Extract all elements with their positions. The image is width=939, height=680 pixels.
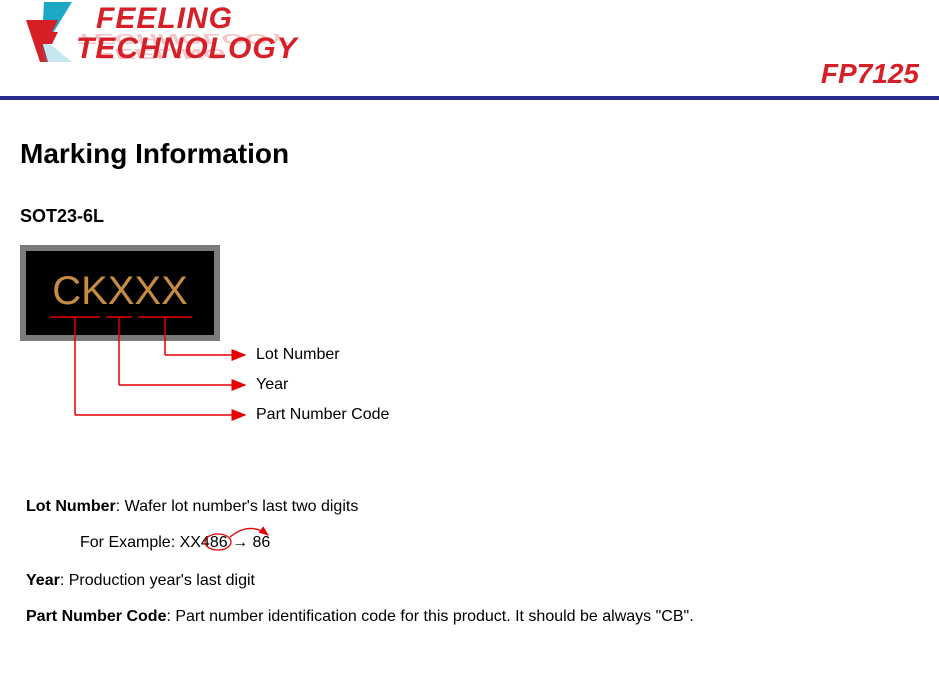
logo-text-line2: TECHNOLOGY	[76, 32, 298, 66]
section-title: Marking Information	[20, 118, 919, 206]
def-example: For Example: XX486 → 86	[26, 531, 919, 555]
def-year: Year: Production year's last digit	[26, 569, 919, 593]
def-pnc-label: Part Number Code	[26, 608, 166, 625]
marking-diagram: CKXXX Lot Number Year Part Number Cod	[20, 245, 580, 455]
example-dst: 86	[253, 534, 271, 551]
def-pnc-text: : Part number identification code for th…	[166, 608, 693, 625]
def-lot-number-label: Lot Number	[26, 498, 116, 515]
part-number: FP7125	[821, 58, 919, 90]
def-year-label: Year	[26, 572, 60, 589]
callout-year: Year	[256, 376, 288, 394]
example-src: 86	[210, 534, 228, 551]
example-prefix: For Example: XX4	[80, 534, 210, 551]
callout-lot-number: Lot Number	[256, 346, 340, 364]
def-lot-number: Lot Number: Wafer lot number's last two …	[26, 495, 919, 519]
page-header: FEELING TECHNOLOGY FEELING TECHNOLOGY FP…	[0, 0, 939, 100]
callout-part-number-code: Part Number Code	[256, 406, 389, 424]
logo-mark-icon	[20, 2, 76, 66]
page-content: Marking Information SOT23-6L CKXXX	[0, 100, 939, 629]
definitions-block: Lot Number: Wafer lot number's last two …	[20, 455, 919, 629]
def-lot-number-text: : Wafer lot number's last two digits	[116, 498, 359, 515]
def-year-text: : Production year's last digit	[60, 572, 255, 589]
logo-text-line1: FEELING	[96, 2, 233, 36]
def-pnc: Part Number Code: Part number identifica…	[26, 605, 919, 629]
example-arrow: →	[228, 534, 253, 551]
package-title: SOT23-6L	[20, 206, 919, 245]
